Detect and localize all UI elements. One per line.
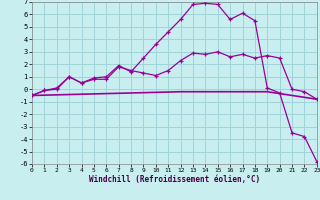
X-axis label: Windchill (Refroidissement éolien,°C): Windchill (Refroidissement éolien,°C): [89, 175, 260, 184]
